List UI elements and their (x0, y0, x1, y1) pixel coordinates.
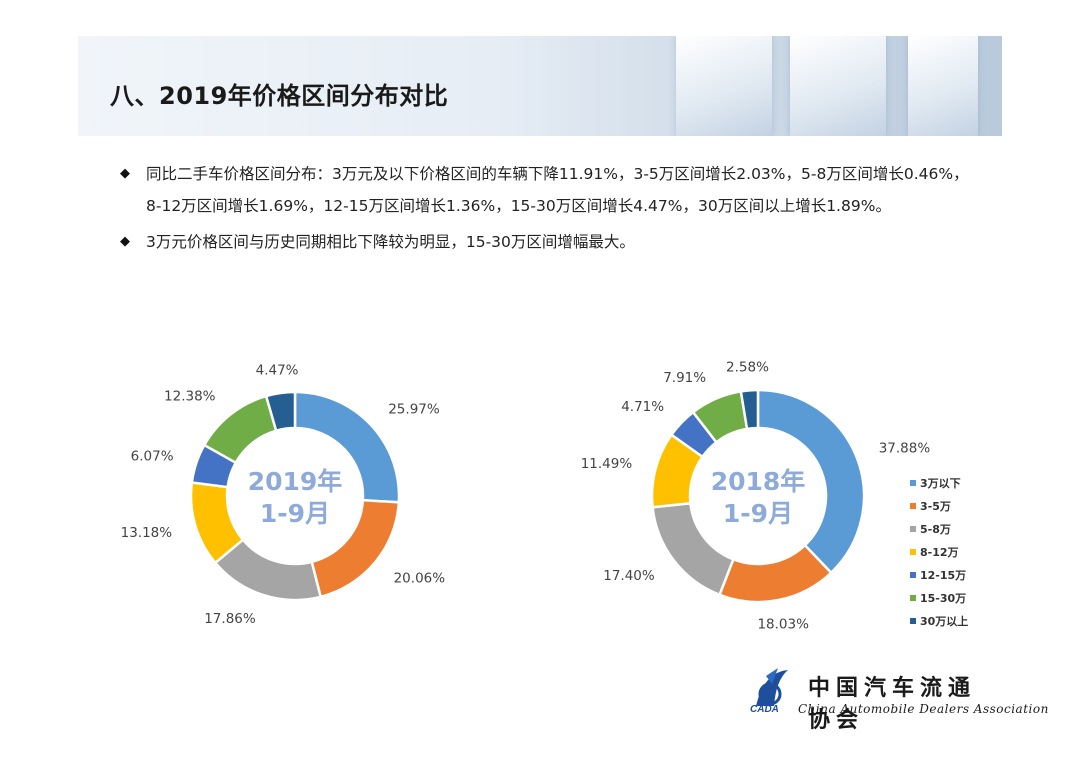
decor-cube (676, 36, 772, 136)
donut-slice (756, 388, 866, 575)
legend-swatch (910, 480, 916, 486)
legend-entry: 15-30万 (920, 592, 966, 605)
data-label: 17.86% (204, 611, 256, 627)
data-label: 4.71% (621, 399, 664, 415)
association-logo: CADA 中国汽车流通协会 China Automobile Dealers A… (748, 666, 1048, 733)
data-label: 12.38% (164, 389, 216, 405)
bullet-item: ◆ 同比二手车价格区间分布：3万元及以下价格区间的车辆下降11.91%，3-5万… (120, 158, 980, 222)
donut-slice (264, 390, 297, 433)
legend-swatch (910, 572, 916, 578)
bullet-item: ◆ 3万元价格区间与历史同期相比下降较为明显，15-30万区间增幅最大。 (120, 226, 980, 258)
data-label: 18.03% (757, 617, 809, 633)
data-label: 11.49% (581, 456, 633, 472)
diamond-icon: ◆ (120, 166, 130, 181)
bullet-text: 3万元价格区间与历史同期相比下降较为明显，15-30万区间增幅最大。 (146, 233, 635, 251)
bullet-text: 同比二手车价格区间分布：3万元及以下价格区间的车辆下降11.91%，3-5万区间… (146, 165, 969, 215)
center-label: 2018年 (711, 467, 806, 496)
legend-entry: 5-8万 (920, 523, 951, 536)
donut-slice (739, 388, 760, 431)
data-label: 37.88% (879, 441, 931, 457)
legend-entry: 3-5万 (920, 500, 951, 513)
donut-slice (651, 501, 735, 597)
data-label: 2.58% (726, 359, 769, 375)
diamond-icon: ◆ (120, 234, 130, 249)
decor-cube (790, 36, 886, 136)
data-label: 17.40% (603, 568, 655, 584)
decor-cube (908, 36, 978, 136)
legend-entry: 30万以上 (920, 614, 968, 628)
logo-emblem-icon (756, 668, 788, 706)
logo-name-cn: 中国汽车流通协会 (808, 675, 977, 733)
legend-swatch (910, 618, 916, 624)
legend-swatch (910, 526, 916, 532)
legend-swatch (910, 549, 916, 555)
header-banner (78, 36, 1002, 136)
center-label: 1-9月 (723, 499, 793, 528)
bullet-list: ◆ 同比二手车价格区间分布：3万元及以下价格区间的车辆下降11.91%，3-5万… (120, 158, 980, 262)
data-label: 20.06% (394, 571, 446, 587)
center-label: 1-9月 (260, 499, 330, 528)
logo-name-en: China Automobile Dealers Association (798, 702, 1049, 716)
center-label: 2019年 (248, 467, 343, 496)
data-label: 7.91% (663, 370, 706, 386)
legend-swatch (910, 503, 916, 509)
data-label: 6.07% (131, 449, 174, 465)
data-label: 13.18% (121, 525, 173, 541)
legend-entry: 3万以下 (920, 477, 961, 490)
data-label: 4.47% (256, 362, 299, 378)
page-title: 八、2019年价格区间分布对比 (110, 82, 449, 110)
data-label: 25.97% (388, 401, 440, 417)
legend-swatch (910, 595, 916, 601)
legend-entry: 12-15万 (920, 569, 966, 582)
donut-slice (717, 543, 833, 604)
legend-entry: 8-12万 (920, 546, 959, 559)
logo-abbr: CADA (750, 704, 779, 715)
